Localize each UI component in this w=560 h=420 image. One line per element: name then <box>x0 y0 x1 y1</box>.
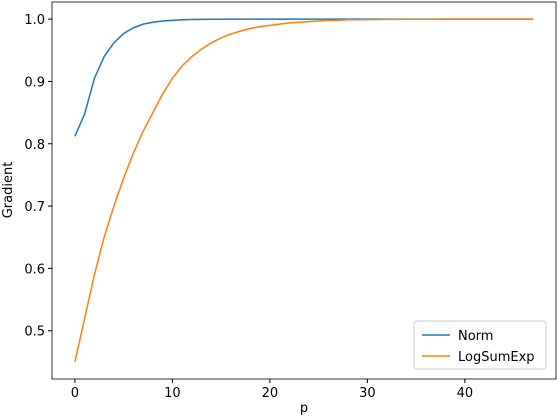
series-line <box>74 18 534 363</box>
x-tick-label: 30 <box>359 386 376 401</box>
legend-box <box>413 320 547 370</box>
y-tick-label: 1.0 <box>24 13 45 28</box>
y-tick-label: 0.7 <box>24 200 45 215</box>
x-axis-label: p <box>300 401 308 416</box>
y-tick-label: 0.5 <box>24 325 45 340</box>
series-line <box>74 18 534 137</box>
y-tick-label: 0.9 <box>24 75 45 90</box>
y-tick-label: 0.8 <box>24 138 45 153</box>
plot-frame <box>51 1 557 380</box>
legend-label: LogSumExp <box>458 350 535 365</box>
x-tick-label: 20 <box>262 386 279 401</box>
x-tick-label: 0 <box>71 386 79 401</box>
x-tick-label: 10 <box>164 386 181 401</box>
x-tick-label: 40 <box>457 386 474 401</box>
y-tick-label: 0.6 <box>24 262 45 277</box>
legend-label: Norm <box>458 329 493 344</box>
y-axis-label: Gradient <box>1 162 16 219</box>
